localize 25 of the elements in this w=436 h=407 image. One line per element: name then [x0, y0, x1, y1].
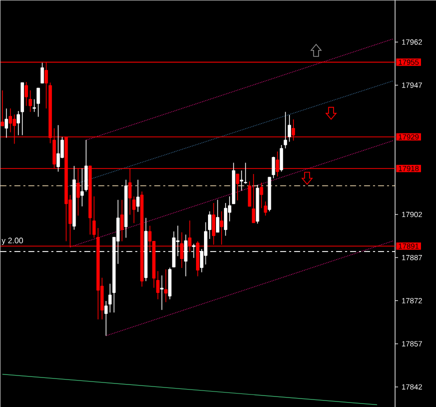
candlestick: [32, 98, 36, 112]
candlestick: [16, 110, 20, 136]
candlestick: [40, 62, 44, 84]
candlestick: [272, 156, 276, 178]
candlestick: [28, 90, 32, 112]
candlestick: [236, 173, 240, 201]
candlestick: [108, 283, 112, 313]
candlestick: [244, 162, 248, 184]
candlestick: [156, 270, 160, 300]
candlestick: [252, 173, 256, 223]
candlestick: [216, 199, 220, 232]
candlestick: [24, 81, 28, 106]
candlestick: [36, 87, 40, 117]
candlestick: [160, 274, 164, 310]
candlestick: [264, 200, 268, 216]
candlestick: [0, 90, 4, 126]
candlestick: [84, 139, 88, 192]
candlestick: [208, 210, 212, 240]
candlestick: [164, 268, 168, 302]
candlestick: [260, 182, 264, 208]
candlestick: [120, 199, 124, 242]
candlestick: [136, 179, 140, 212]
candlestick: [4, 108, 8, 138]
candlestick: [56, 124, 60, 172]
candlestick: [8, 108, 12, 132]
